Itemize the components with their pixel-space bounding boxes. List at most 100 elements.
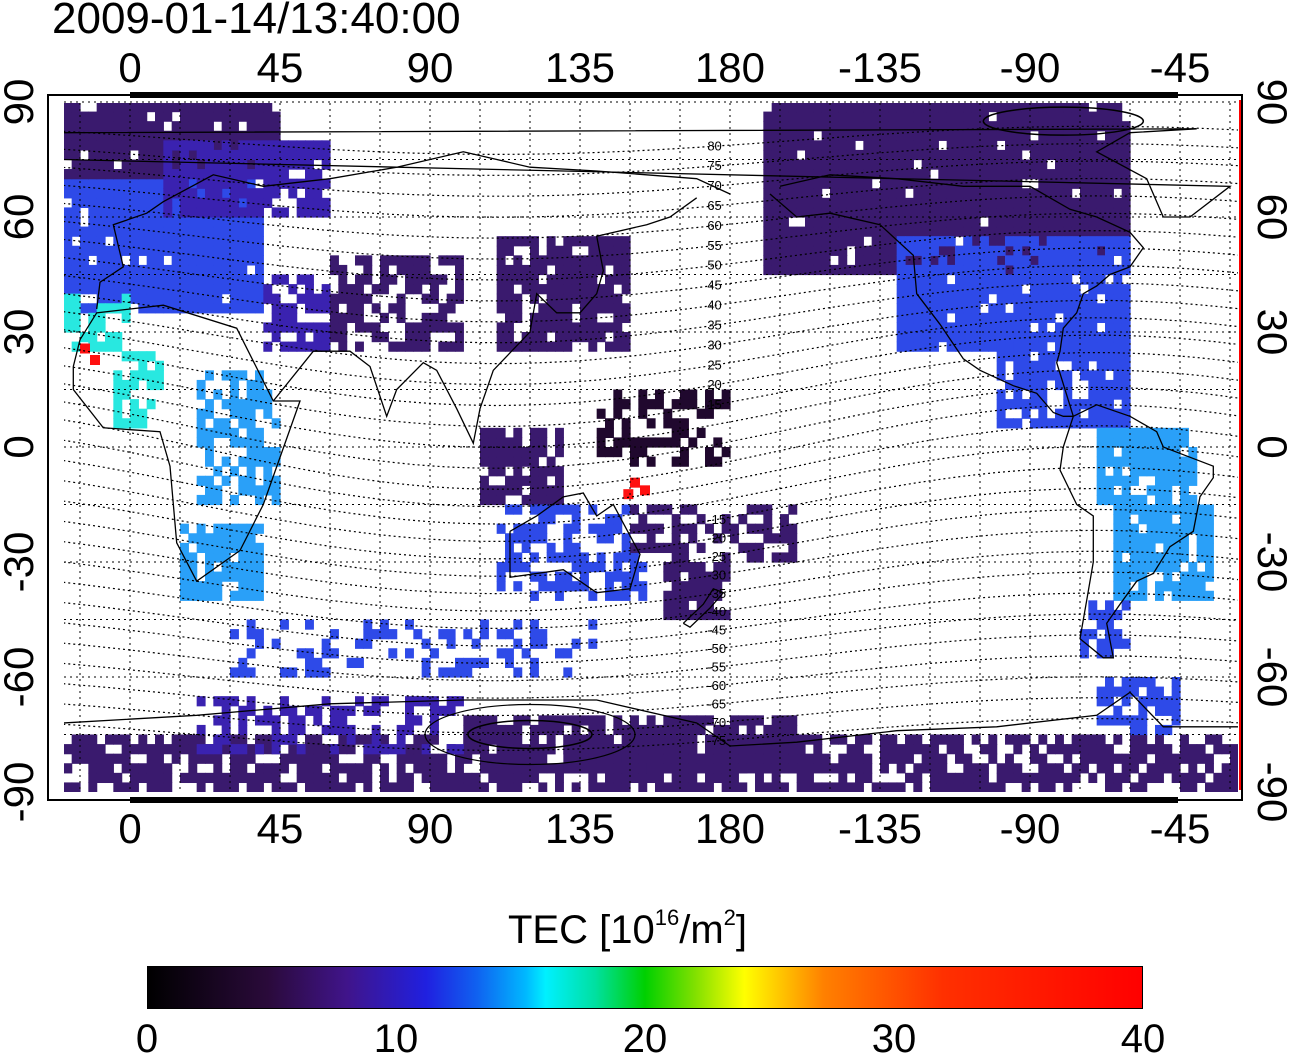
tec-cell <box>763 744 773 755</box>
tec-cell <box>871 226 881 237</box>
tec-cell <box>105 121 114 132</box>
tec-cell <box>1030 169 1039 180</box>
tec-cell <box>980 197 989 209</box>
tec-cell <box>1046 312 1056 324</box>
tec-cell <box>1080 418 1089 429</box>
tec-cell <box>1163 485 1173 496</box>
tec-cell <box>1005 763 1014 774</box>
tec-cell <box>963 217 973 228</box>
tec-cell <box>1138 427 1148 439</box>
tec-cell <box>238 303 248 314</box>
tec-cell <box>496 763 506 774</box>
tec-cell <box>1088 159 1098 170</box>
tec-cell <box>771 159 781 170</box>
tec-cell <box>1230 782 1238 792</box>
tec-cell <box>596 284 606 295</box>
tec-cell-high <box>640 485 650 496</box>
tec-cell <box>205 562 214 573</box>
tec-cell <box>1113 734 1123 745</box>
tec-cell <box>1163 494 1173 506</box>
tec-cell <box>913 255 923 266</box>
tec-cell <box>888 217 898 228</box>
tec-cell <box>188 121 198 132</box>
tec-cell <box>1113 705 1123 716</box>
tec-cell <box>271 207 281 218</box>
tec-cell <box>80 284 89 295</box>
tec-cell <box>846 226 856 237</box>
tec-cell <box>430 782 439 792</box>
tec-cell <box>405 753 414 764</box>
tec-cell <box>255 226 264 237</box>
tec-cell <box>621 312 631 324</box>
contour-line <box>64 212 1238 260</box>
tec-cell <box>613 341 623 352</box>
tec-cell <box>613 744 623 755</box>
tec-cell <box>1138 734 1148 745</box>
tec-cell <box>988 169 998 180</box>
tec-cell <box>996 103 1006 113</box>
tec-cell <box>180 178 189 189</box>
tec-cell <box>221 571 231 582</box>
tec-cell <box>921 274 931 285</box>
tec-cell <box>213 552 223 563</box>
tec-cell <box>530 427 539 439</box>
tec-cell <box>596 782 606 792</box>
tec-cell <box>355 293 364 304</box>
tec-cell <box>505 782 514 792</box>
tec-cell <box>1080 734 1089 745</box>
tec-cell <box>205 399 214 410</box>
tec-cell <box>880 159 889 170</box>
tec-cell <box>263 763 273 774</box>
tec-cell <box>113 217 123 228</box>
tec-cell <box>763 169 773 180</box>
tec-cell <box>163 103 173 113</box>
tec-cell <box>113 130 123 141</box>
tec-cell <box>963 226 973 237</box>
tec-cell <box>730 744 739 755</box>
tec-cell <box>321 159 331 170</box>
tec-cell <box>813 255 823 266</box>
tec-cell <box>171 121 181 132</box>
tec-cell <box>363 293 373 304</box>
tec-cell <box>605 236 614 247</box>
tec-cell <box>1088 370 1098 381</box>
tec-cell <box>438 705 448 716</box>
tec-cell <box>180 130 189 141</box>
tec-cell <box>921 207 931 218</box>
tec-cell <box>621 332 631 343</box>
tec-cell <box>1071 255 1081 266</box>
tec-cell <box>230 590 239 601</box>
tec-cell <box>530 571 539 582</box>
tec-cell <box>688 562 698 573</box>
tec-cell <box>780 514 789 525</box>
tec-cell <box>613 562 623 573</box>
tec-cell <box>1171 715 1181 726</box>
tec-cell <box>196 437 206 448</box>
tec-cell <box>64 293 73 304</box>
tec-cell <box>271 322 281 333</box>
tec-cell <box>105 149 114 161</box>
right-lat-tick: 90 <box>1249 79 1292 126</box>
tec-cell <box>330 744 339 755</box>
tec-cell <box>780 264 789 276</box>
tec-cell <box>1013 236 1023 247</box>
tec-cell <box>221 197 231 209</box>
tec-cell <box>146 103 156 113</box>
tec-cell <box>196 744 206 755</box>
tec-cell <box>188 772 198 784</box>
tec-cell <box>771 103 781 113</box>
tec-cell <box>988 734 998 745</box>
tec-cell <box>130 379 139 391</box>
tec-cell <box>871 245 881 256</box>
tec-cell <box>888 121 898 132</box>
tec-cell <box>496 581 506 592</box>
tec-cell <box>1030 264 1039 276</box>
tec-cell <box>571 581 581 592</box>
top-lon-tick: 90 <box>407 44 454 91</box>
tec-cell <box>438 322 448 333</box>
contour-line <box>64 143 1238 176</box>
tec-cell <box>205 303 214 314</box>
tec-cell <box>71 188 81 199</box>
tec-cell-high <box>623 489 634 500</box>
tec-cell <box>213 130 223 141</box>
